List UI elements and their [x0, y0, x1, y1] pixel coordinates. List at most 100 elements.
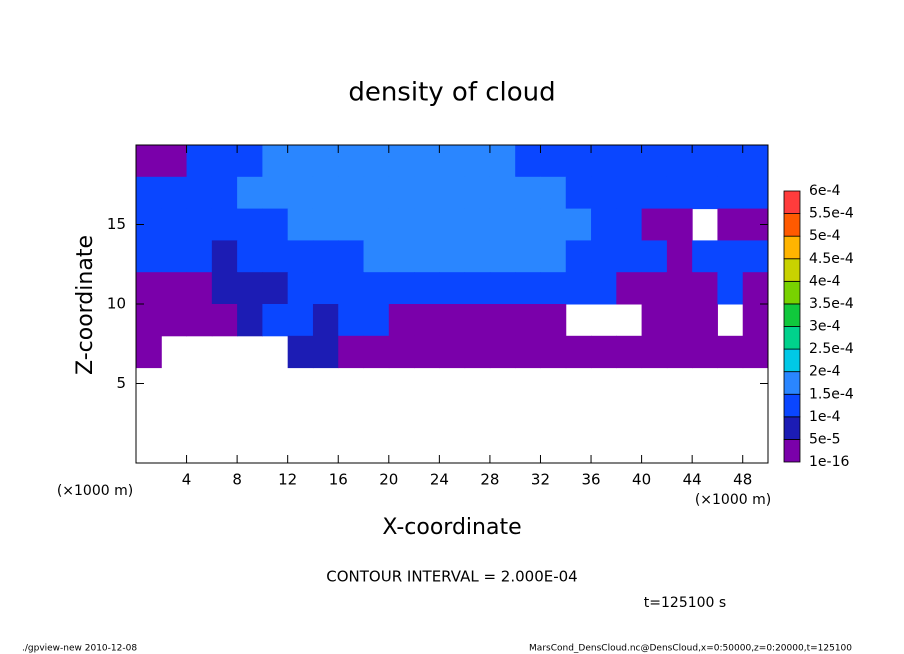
colorbar-label: 4e-4 [809, 273, 841, 289]
contour-cell [616, 240, 643, 273]
contour-cell [540, 208, 567, 241]
contour-cell [515, 240, 541, 273]
contour-cell [692, 335, 718, 369]
contour-cell [641, 176, 668, 210]
contour-cell [211, 272, 238, 305]
contour-cell [237, 272, 263, 305]
contour-cell [591, 208, 617, 241]
contour-cell [414, 304, 440, 337]
contour-cell [388, 145, 415, 178]
x-tick-label: 36 [581, 471, 600, 489]
contour-cell [464, 272, 491, 305]
y-tick-label: 10 [107, 295, 126, 313]
contour-cell [237, 304, 263, 337]
contour-cell [439, 272, 466, 305]
contour-cell [312, 272, 339, 305]
contour-cell [489, 208, 516, 241]
x-tick-label: 16 [329, 471, 348, 489]
colorbar-label: 5e-4 [809, 228, 841, 244]
contour-cell [388, 272, 415, 305]
contour-cell [363, 176, 390, 210]
contour-cell [489, 304, 516, 337]
contour-cell [591, 176, 617, 210]
contour-cell [464, 304, 491, 337]
time-label: t=125100 s [644, 595, 726, 611]
colorbar-box [783, 258, 801, 282]
contour-cell [211, 304, 238, 337]
contour-cell [338, 335, 365, 369]
contour-cell [464, 240, 491, 273]
contour-cell [136, 272, 162, 305]
footer-right: MarsCond_DensCloud.nc@DensCloud,x=0:5000… [529, 644, 852, 654]
contour-cell [388, 208, 415, 241]
contour-cell [515, 335, 541, 369]
contour-cell [439, 208, 466, 241]
contour-cell [414, 176, 440, 210]
contour-cell [540, 176, 567, 210]
x-tick-label: 8 [232, 471, 242, 489]
contour-cell [717, 145, 744, 178]
contour-cell [515, 208, 541, 241]
y-tick-label: 15 [107, 215, 126, 233]
contour-cell [641, 145, 668, 178]
contour-cell [414, 145, 440, 178]
contour-cell [464, 176, 491, 210]
colorbar-label: 6e-4 [809, 183, 841, 199]
contour-cell [237, 145, 263, 178]
contour-cell [641, 240, 668, 273]
x-tick-label: 24 [430, 471, 449, 489]
contour-cell [312, 304, 339, 337]
contour-cell [717, 208, 744, 241]
contour-cell [363, 272, 390, 305]
contour-cell [565, 335, 592, 369]
contour-cell [136, 240, 162, 273]
contour-cell [717, 272, 744, 305]
contour-cell [211, 176, 238, 210]
contour-cell [237, 240, 263, 273]
colorbar-box [783, 213, 801, 237]
contour-cell [692, 176, 718, 210]
contour-cell [338, 145, 365, 178]
contour-cell [666, 145, 693, 178]
contour-cell [439, 335, 466, 369]
contour-cell [666, 208, 693, 241]
contour-cell [439, 145, 466, 178]
contour-cell [515, 145, 541, 178]
contour-cell [591, 335, 617, 369]
contour-field [136, 145, 769, 369]
contour-cell [565, 272, 592, 305]
contour-cell [363, 335, 390, 369]
colorbar-box [783, 326, 801, 350]
contour-cell [489, 176, 516, 210]
contour-cell [312, 176, 339, 210]
colorbar-box [783, 235, 801, 260]
contour-cell [186, 304, 213, 337]
colorbar-label: 3e-4 [809, 319, 841, 335]
contour-cell [161, 208, 188, 241]
contour-cell [237, 176, 263, 210]
contour-cell [692, 272, 718, 305]
contour-cell [338, 304, 365, 337]
contour-cell [692, 145, 718, 178]
x-tick-label: 48 [733, 471, 752, 489]
contour-cell [641, 335, 668, 369]
contour-cell [666, 335, 693, 369]
contour-cell [616, 208, 643, 241]
colorbar-box [783, 439, 801, 463]
contour-cell [717, 176, 744, 210]
contour-cell [565, 240, 592, 273]
contour-cell [540, 304, 567, 337]
contour-cell [742, 304, 769, 337]
contour-cell [262, 176, 289, 210]
contour-cell [211, 240, 238, 273]
contour-cell [287, 335, 314, 369]
contour-cell [312, 335, 339, 369]
x-tick-label: 12 [278, 471, 297, 489]
colorbar-label: 1e-16 [809, 454, 849, 470]
colorbar-box [783, 303, 801, 327]
contour-cell [591, 240, 617, 273]
x-tick-label: 40 [632, 471, 651, 489]
contour-cell [641, 304, 668, 337]
contour-cell [717, 240, 744, 273]
contour-cell [439, 176, 466, 210]
